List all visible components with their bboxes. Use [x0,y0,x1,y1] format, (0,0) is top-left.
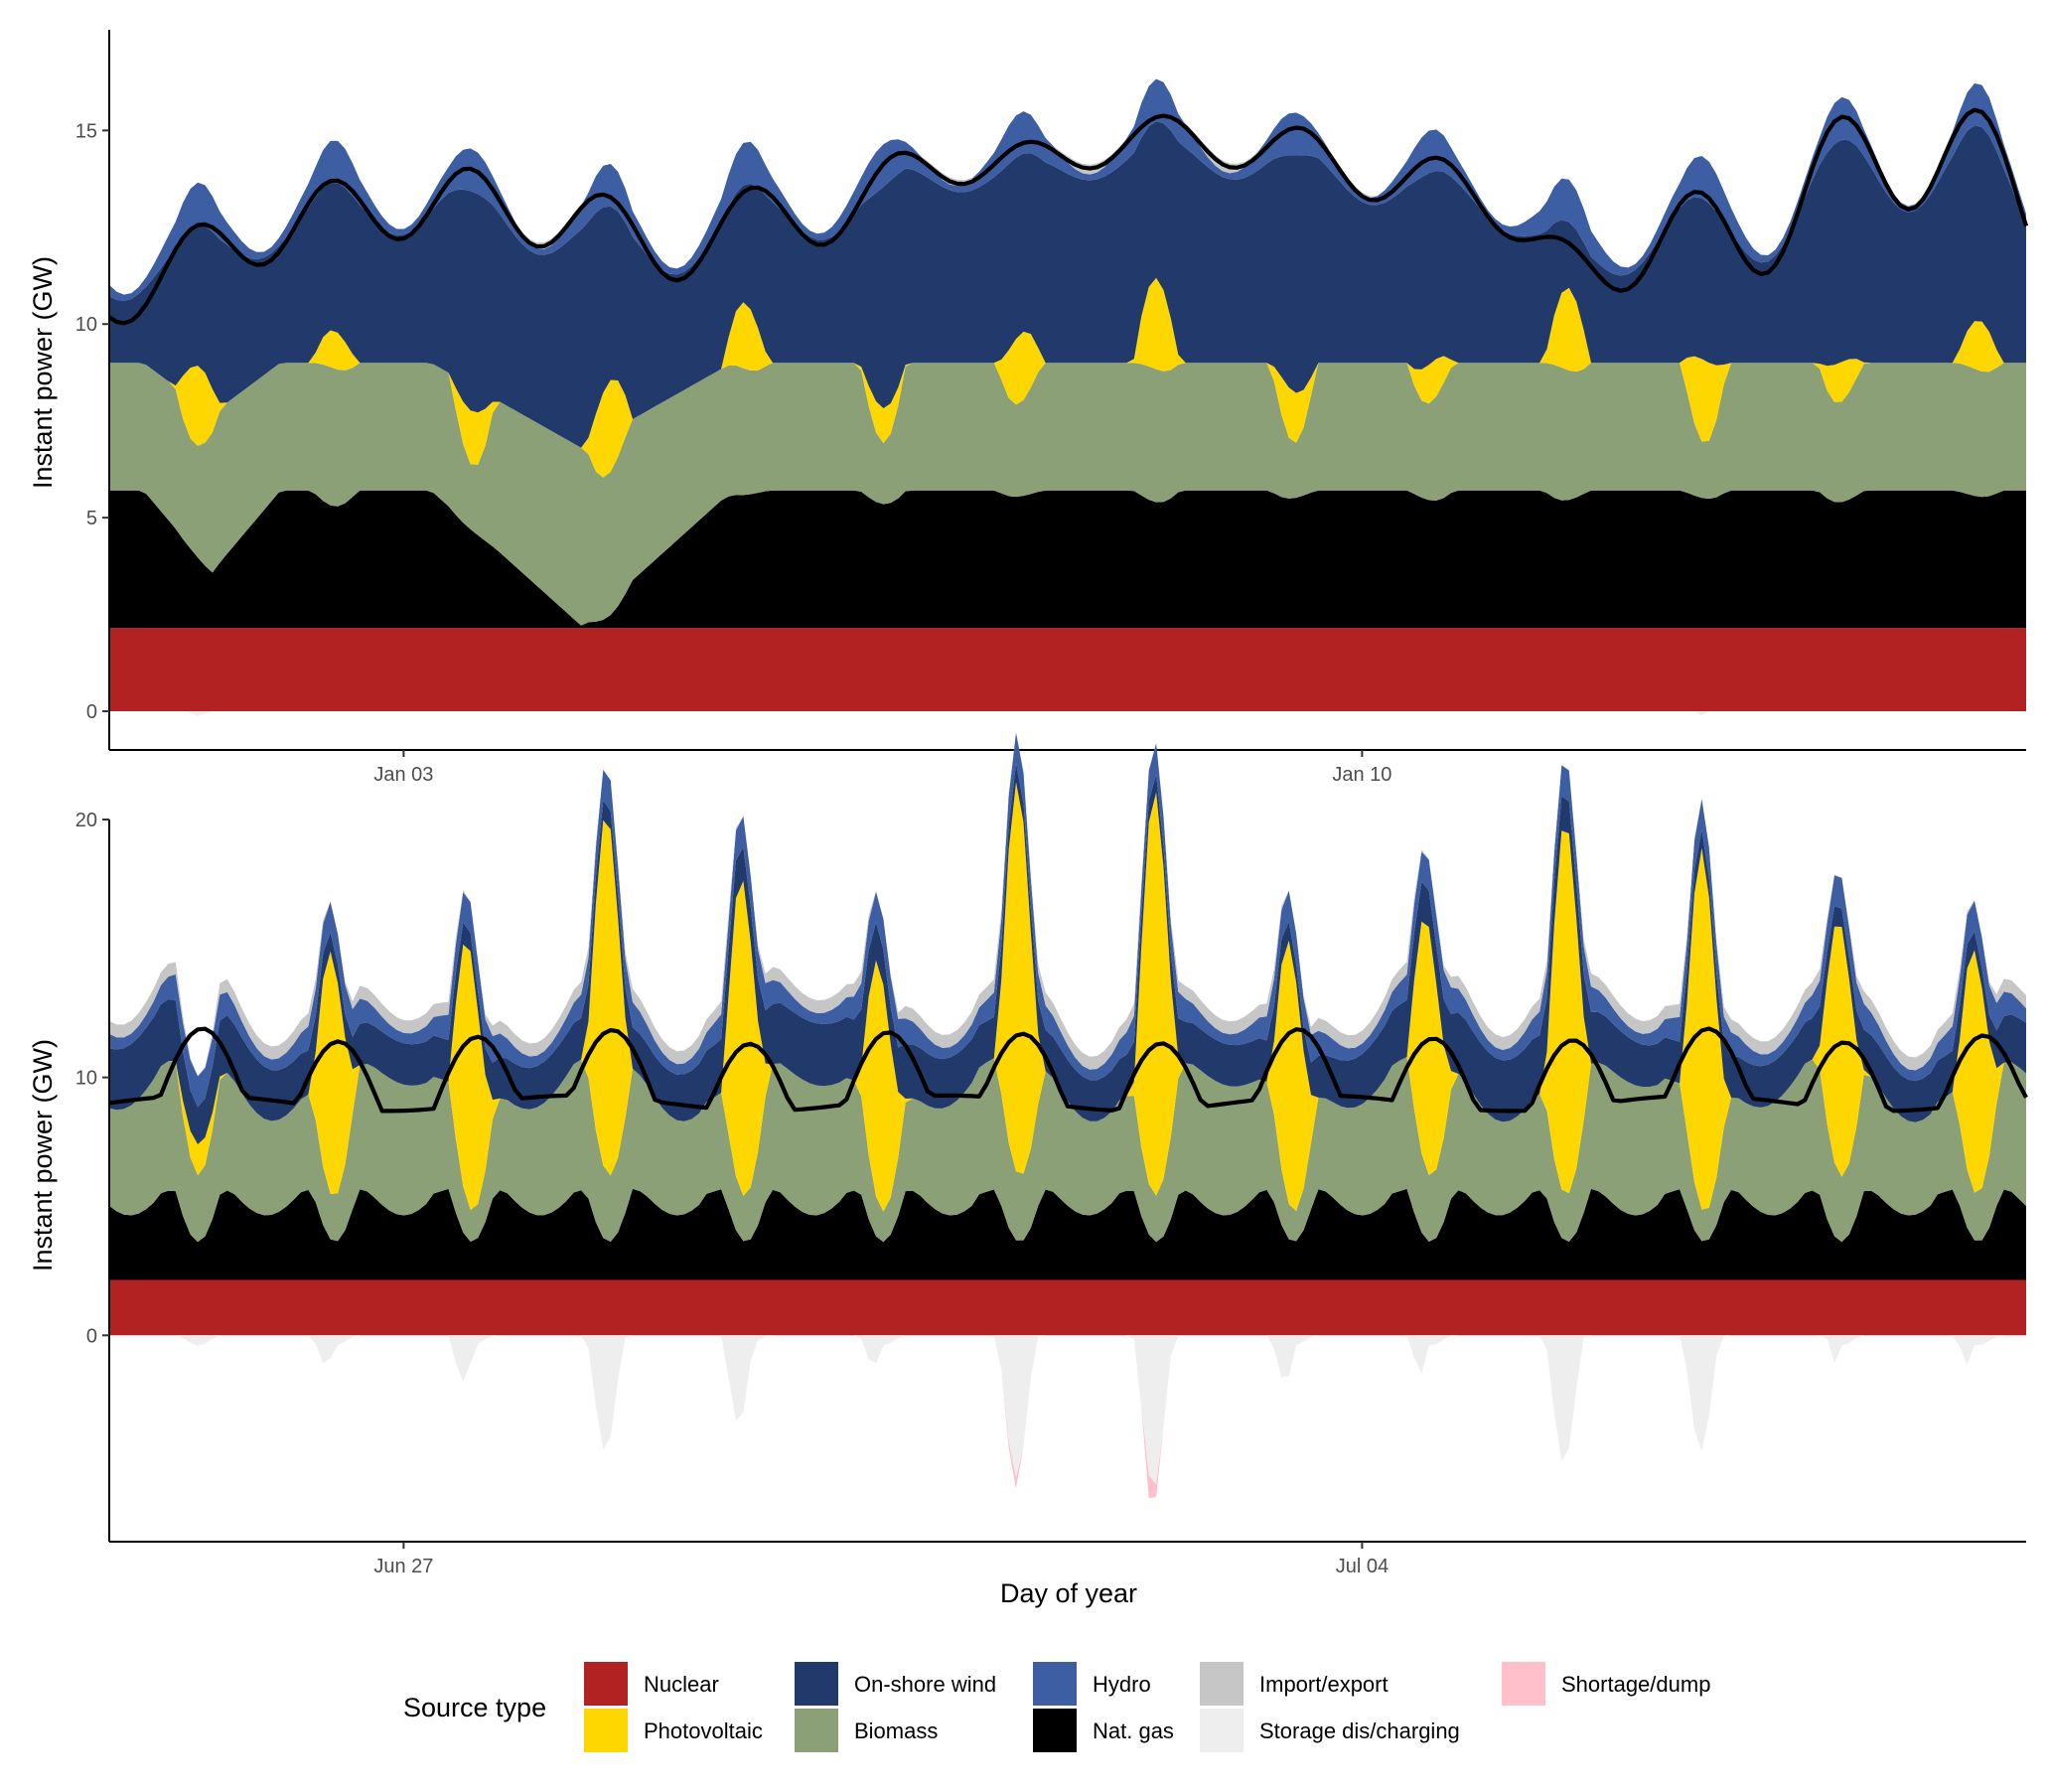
legend-title: Source type [403,1693,546,1722]
legend-label-imp: Import/export [1259,1672,1389,1697]
top-y-tick-label-5: 5 [86,508,97,529]
bottom-panel-stacked-areas [109,732,2026,1499]
bottom-panel-y-ticks: 0 10 20 [75,810,109,1347]
top-panel-jan: 0 5 10 15 Jan 03 Jan 10 Instant power (GW) [28,30,2029,786]
x-axis-title: Day of year [1000,1578,1137,1608]
bottom-area-wind [109,763,2026,1144]
bottom-x-tick-label-jun-27: Jun 27 [373,1556,433,1577]
bottom-area-gas [109,1188,2026,1280]
legend-label-biomass: Biomass [854,1718,938,1743]
top-area-gas [109,490,2026,629]
top-x-tick-label-jan-03: Jan 03 [373,764,433,786]
legend-items: Nuclear Photovoltaic On-shore wind Biomass H… [584,1662,1710,1752]
bottom-panel-x-ticks: Jun 27 Jul 04 [373,1542,1389,1577]
legend-swatch-gas [1033,1709,1077,1752]
legend-label-hydro: Hydro [1093,1672,1151,1697]
bottom-panel-jun-jul: 0 10 20 Jun 27 Jul 04 Instant power (GW) [28,732,2028,1577]
top-panel-stacked-areas [109,78,2026,716]
legend-swatch-hydro [1033,1662,1077,1706]
top-y-tick-label-0: 0 [86,701,97,723]
bottom-area-pv [109,782,2026,1212]
legend-swatch-pv [584,1709,628,1752]
legend: Source type Nuclear Photovoltaic On-shore … [403,1662,1710,1752]
top-panel-x-ticks: Jan 03 Jan 10 [373,750,1391,786]
bottom-x-tick-label-jul-04: Jul 04 [1336,1556,1389,1577]
legend-swatch-stor [1200,1709,1243,1752]
legend-swatch-biomass [795,1709,838,1752]
top-panel-demand-line [107,107,2029,326]
bottom-area-biomass [109,1057,2026,1243]
top-x-tick-label-jan-10: Jan 10 [1332,764,1391,786]
legend-swatch-short [1502,1662,1545,1706]
top-panel-y-axis-title: Instant power (GW) [28,256,58,489]
top-panel-y-ticks: 0 5 10 15 [75,120,109,723]
top-area-nuclear [109,628,2026,711]
bottom-area-nuclear [109,1279,2026,1336]
top-area-wind [109,121,2026,448]
top-area-biomass [109,363,2026,626]
top-y-tick-label-10: 10 [75,314,97,336]
legend-swatch-nuclear [584,1662,628,1706]
legend-label-stor: Storage dis/charging [1259,1718,1460,1743]
legend-label-nuclear: Nuclear [644,1672,719,1697]
bottom-area-stor-negative [109,1335,2026,1485]
legend-swatch-imp [1200,1662,1243,1706]
legend-swatch-wind [795,1662,838,1706]
bottom-panel-demand-line [108,1026,2028,1114]
legend-label-gas: Nat. gas [1093,1718,1174,1743]
bottom-y-tick-label-10: 10 [75,1068,97,1090]
bottom-y-tick-label-20: 20 [75,810,97,831]
legend-label-short: Shortage/dump [1561,1672,1710,1697]
legend-label-wind: On-shore wind [854,1672,996,1697]
bottom-panel-y-axis-title: Instant power (GW) [28,1039,58,1271]
legend-label-pv: Photovoltaic [644,1718,763,1743]
top-y-tick-label-15: 15 [75,120,97,142]
bottom-y-tick-label-0: 0 [86,1325,97,1347]
